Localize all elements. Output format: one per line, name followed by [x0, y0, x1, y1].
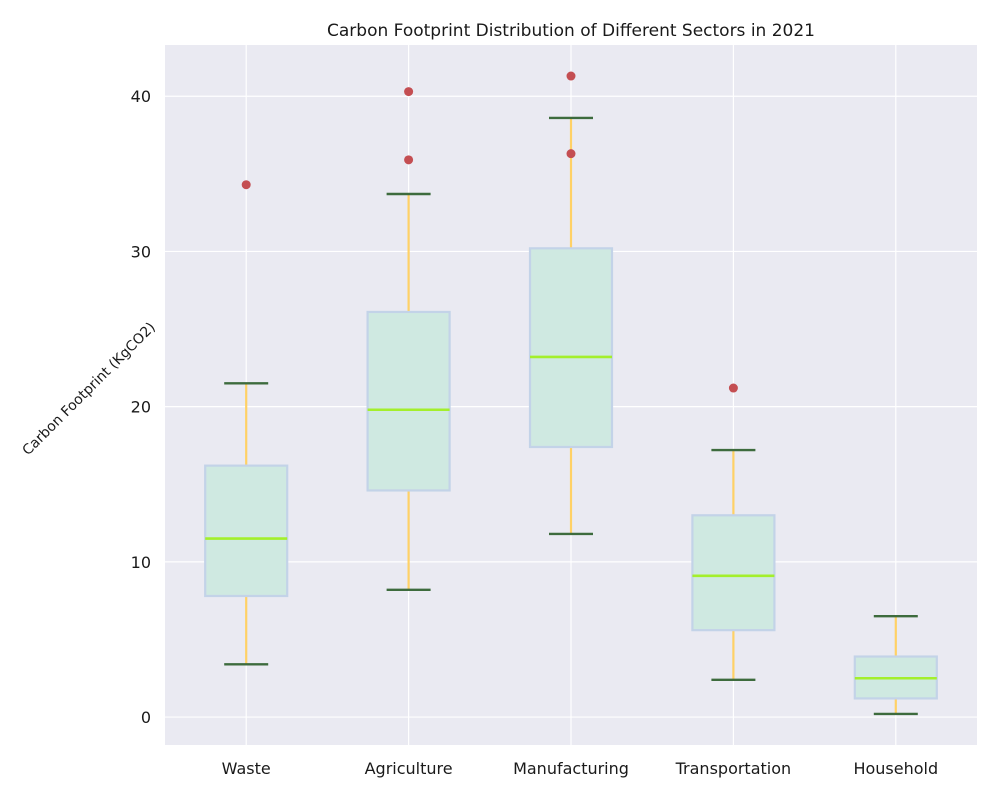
- box-body: [528, 247, 614, 449]
- x-tick-label: Household: [853, 759, 938, 778]
- x-tick-label: Waste: [222, 759, 271, 778]
- y-axis-label: Carbon Footprint (KgCO2): [19, 319, 158, 458]
- y-tick-label: 10: [131, 553, 151, 572]
- y-axis-ticks: 0 10 20 30 40: [131, 87, 151, 727]
- outlier-point: [728, 383, 738, 393]
- box-household: [853, 614, 938, 716]
- box-body: [366, 310, 451, 492]
- x-tick-label: Transportation: [675, 759, 792, 778]
- box-series: [204, 71, 938, 716]
- x-tick-label: Manufacturing: [513, 759, 629, 778]
- chart-title: Carbon Footprint Distribution of Differe…: [327, 21, 815, 41]
- box-agriculture: [366, 87, 451, 591]
- x-tick-label: Agriculture: [365, 759, 453, 778]
- box-body: [204, 464, 289, 598]
- y-tick-label: 30: [131, 242, 151, 261]
- outlier-point: [566, 71, 576, 81]
- outlier-point: [404, 87, 414, 97]
- box-manufacturing: [528, 71, 614, 536]
- outlier-point: [566, 149, 576, 159]
- y-tick-label: 0: [141, 708, 151, 727]
- box-body: [691, 514, 776, 632]
- x-axis-ticks: Waste Agriculture Manufacturing Transportat…: [222, 759, 938, 778]
- y-tick-label: 40: [131, 87, 151, 106]
- box-transportation: [691, 383, 776, 682]
- outlier-point: [404, 155, 414, 165]
- box-waste: [204, 180, 289, 666]
- outlier-point: [241, 180, 251, 190]
- y-tick-label: 20: [131, 398, 151, 417]
